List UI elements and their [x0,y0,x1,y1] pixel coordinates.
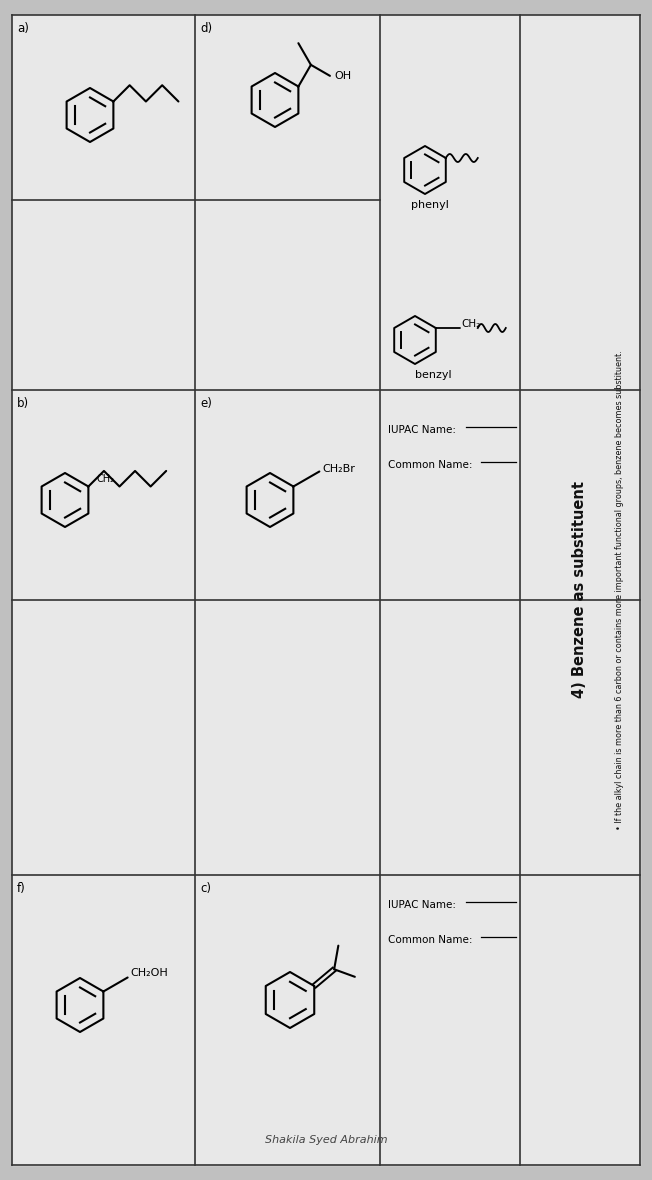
Text: phenyl: phenyl [411,199,449,210]
Text: IUPAC Name:: IUPAC Name: [388,900,456,910]
Text: IUPAC Name:: IUPAC Name: [388,425,456,435]
Text: Common Name:: Common Name: [388,460,473,470]
Text: CH₂: CH₂ [97,474,115,484]
Text: CH₂: CH₂ [462,319,481,329]
Text: Common Name:: Common Name: [388,935,473,945]
Text: CH₂OH: CH₂OH [130,969,168,978]
Text: benzyl: benzyl [415,371,451,380]
Text: c): c) [200,881,211,894]
Text: 4) Benzene as substituent: 4) Benzene as substituent [572,481,587,699]
Text: e): e) [200,396,212,409]
Text: CH₂Br: CH₂Br [322,464,355,473]
Text: OH: OH [334,71,351,81]
Text: f): f) [17,881,25,894]
Text: a): a) [17,22,29,35]
Text: b): b) [17,396,29,409]
Text: d): d) [200,22,212,35]
Text: • If the alkyl chain is more than 6 carbon or contains more important functional: • If the alkyl chain is more than 6 carb… [614,350,623,830]
Text: Shakila Syed Abrahim: Shakila Syed Abrahim [265,1135,387,1145]
